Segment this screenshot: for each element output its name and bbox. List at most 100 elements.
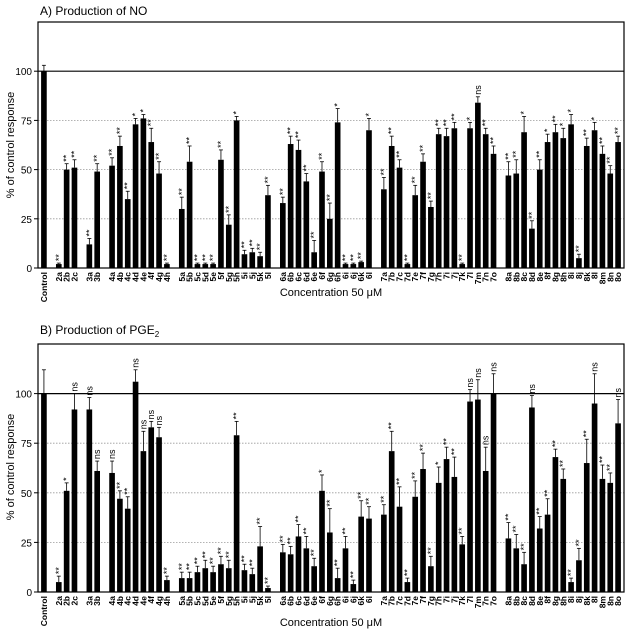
bar — [513, 173, 520, 268]
bar — [140, 451, 147, 592]
bar — [536, 528, 543, 592]
significance-label: * — [317, 469, 327, 473]
significance-label: ns — [92, 449, 102, 459]
x-tick-label: 5h — [232, 596, 242, 606]
bar — [404, 264, 411, 268]
x-tick-label: 8i — [566, 272, 576, 279]
x-tick-label: 5d — [200, 272, 210, 282]
bar — [218, 564, 224, 592]
significance-label: ** — [247, 239, 257, 247]
x-tick-label: 6d — [301, 596, 311, 606]
significance-label: ** — [239, 241, 249, 249]
bar — [249, 574, 256, 592]
significance-label: ** — [511, 150, 521, 158]
significance-label: * — [138, 108, 148, 112]
significance-label: * — [232, 110, 242, 114]
significance-label: ** — [426, 192, 436, 200]
significance-label: ** — [115, 481, 125, 489]
x-tick-label: 5a — [177, 272, 187, 282]
x-tick-label: 8c — [519, 596, 529, 606]
x-tick-label: 5b — [185, 596, 195, 606]
bar — [388, 145, 395, 268]
significance-label: ** — [317, 152, 327, 160]
significance-label: * — [566, 108, 576, 112]
y-tick-label: 100 — [15, 67, 32, 78]
significance-label: ns — [107, 449, 117, 459]
x-tick-label: 2c — [69, 272, 79, 282]
bar — [334, 578, 341, 592]
y-tick-label: 100 — [15, 390, 32, 401]
significance-label: ** — [278, 535, 288, 543]
significance-label: ** — [293, 515, 303, 523]
significance-label: ** — [208, 557, 218, 565]
significance-label: ** — [574, 539, 584, 547]
bar — [280, 552, 286, 592]
x-tick-label: 6d — [301, 272, 311, 282]
significance-label: ** — [293, 131, 303, 139]
x-tick-label: 4a — [107, 272, 117, 282]
x-tick-label: 7h — [434, 272, 444, 282]
bar — [544, 142, 551, 268]
significance-label: * — [333, 103, 343, 107]
significance-label: ** — [574, 245, 584, 253]
x-tick-label: 8o — [613, 596, 623, 606]
significance-label: ** — [395, 150, 405, 158]
bar — [536, 169, 543, 268]
bar — [132, 124, 139, 268]
x-tick-label: 5i — [239, 596, 249, 603]
significance-label: ** — [239, 555, 249, 563]
significance-label: ** — [255, 243, 265, 251]
x-tick-label: 8j — [574, 596, 584, 603]
x-tick-label: 8m — [597, 596, 607, 609]
significance-label: ** — [449, 113, 459, 121]
significance-label: ** — [418, 444, 428, 452]
significance-label: * — [131, 112, 141, 116]
x-tick-label: 4c — [123, 596, 133, 606]
bar — [381, 189, 387, 268]
bar — [443, 459, 450, 592]
bar — [513, 548, 520, 592]
x-tick-label: 5k — [255, 596, 265, 606]
bar — [412, 496, 419, 592]
significance-label: ** — [605, 463, 615, 471]
bar — [233, 435, 240, 592]
significance-label: ** — [208, 254, 218, 262]
bar — [396, 167, 403, 268]
x-tick-label: 4h — [162, 272, 172, 282]
bar — [117, 145, 123, 268]
significance-label: ** — [123, 182, 133, 190]
x-tick-label: 5k — [255, 272, 265, 282]
bar — [576, 258, 582, 268]
x-tick-label: 8b — [511, 272, 521, 282]
x-tick-label: 7k — [457, 596, 467, 606]
bar — [342, 548, 349, 592]
bar — [366, 518, 372, 592]
bar — [311, 252, 317, 268]
x-tick-label: 8a — [503, 272, 513, 282]
significance-label: ** — [255, 517, 265, 525]
bar — [568, 124, 574, 268]
x-tick-label: 7m — [473, 596, 483, 609]
bar — [156, 437, 162, 592]
significance-label: ** — [597, 136, 607, 144]
x-tick-label: 6g — [325, 596, 335, 606]
y-tick-label: 0 — [26, 588, 32, 599]
bar — [521, 132, 527, 268]
significance-label: ns — [84, 386, 94, 396]
significance-label: ** — [301, 164, 311, 172]
bar — [615, 142, 621, 268]
bar — [241, 254, 248, 268]
bar — [482, 470, 489, 592]
significance-label: * — [590, 116, 600, 120]
significance-label: ** — [185, 136, 195, 144]
bar — [381, 514, 387, 592]
significance-label: ** — [348, 254, 358, 262]
significance-label: ** — [387, 127, 397, 135]
significance-label: ** — [434, 119, 444, 127]
bar — [505, 538, 512, 592]
bar — [94, 171, 101, 268]
y-tick-label: 50 — [21, 489, 33, 500]
bar — [544, 514, 551, 592]
x-tick-label: 5j — [247, 596, 257, 603]
x-tick-label: 3a — [84, 272, 94, 282]
